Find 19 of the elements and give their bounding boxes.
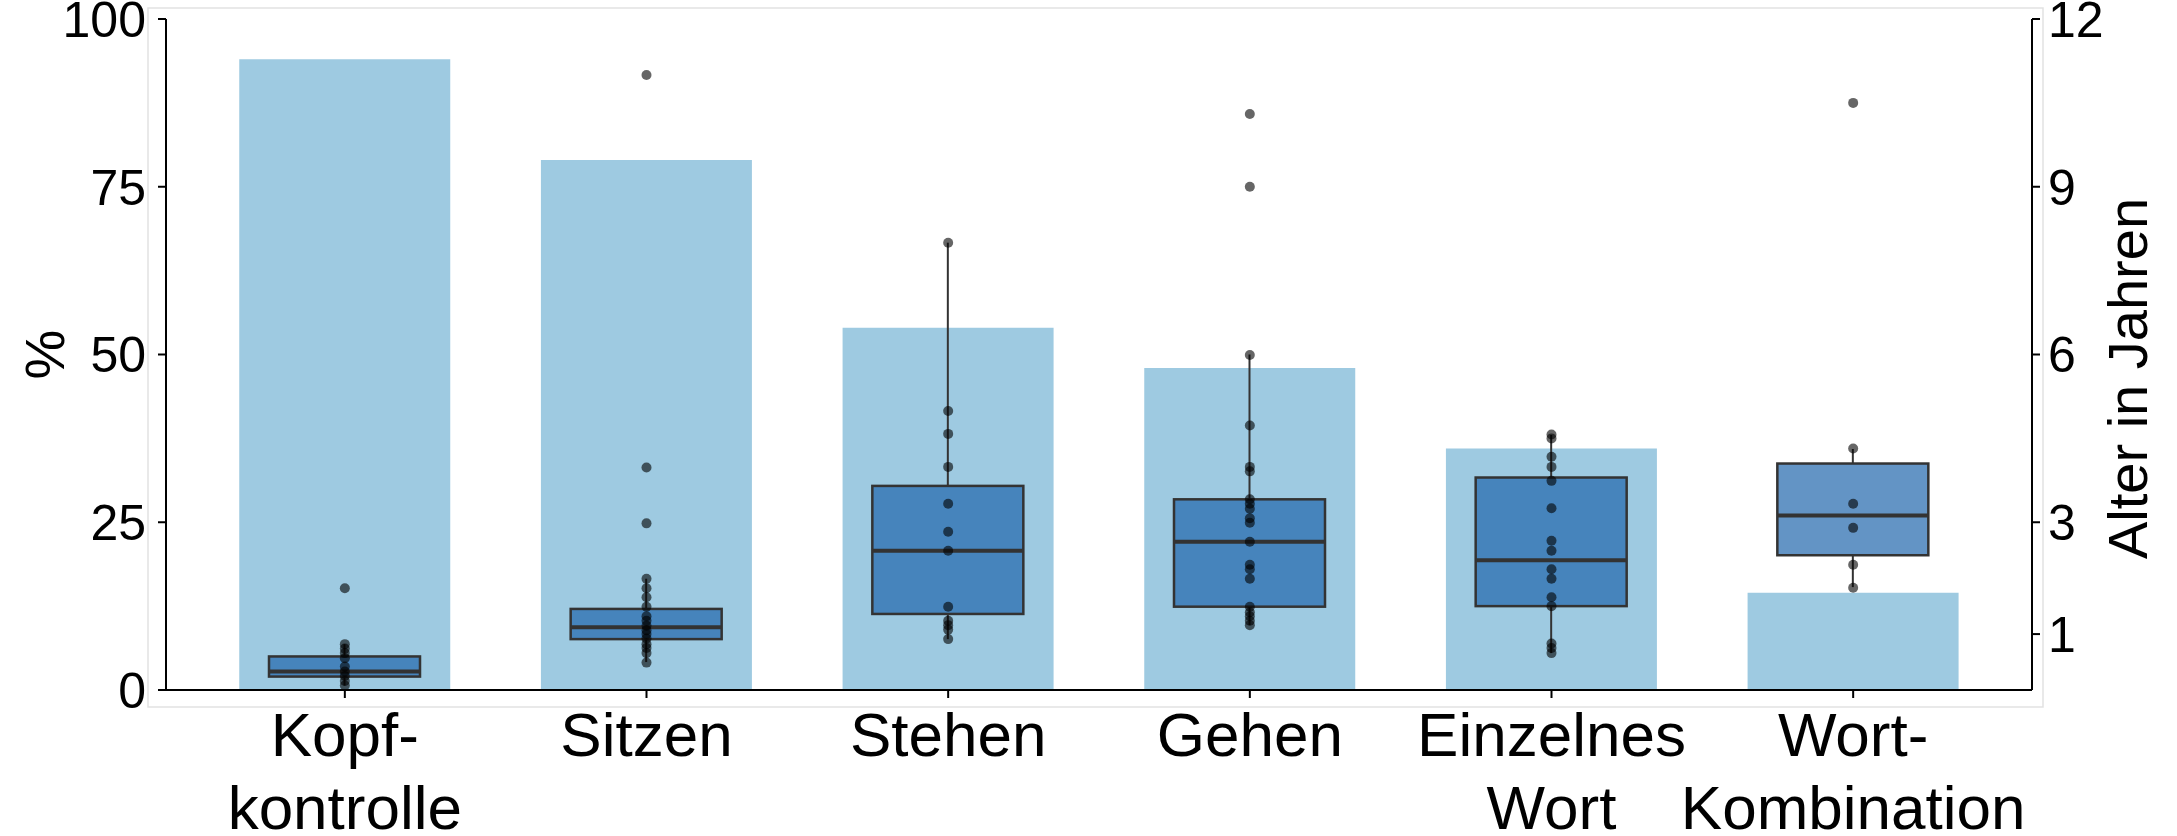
y2-tick-label: 6 (2048, 327, 2076, 384)
y2-tick-label: 3 (2048, 495, 2076, 551)
bar (540, 159, 752, 690)
bar (1747, 592, 1959, 690)
y-tick-label: 50 (90, 327, 146, 384)
bar (239, 59, 451, 690)
x-tick-label: Kopf- kontrolle (227, 699, 463, 836)
y2-tick-label: 12 (2048, 0, 2104, 48)
y-tick-label: 75 (90, 159, 146, 216)
x-tick-label: Sitzen (560, 699, 733, 769)
y-axis-title: % (12, 329, 76, 380)
x-tick-label: Gehen (1156, 699, 1343, 769)
y2-tick-label: 1 (2048, 606, 2076, 663)
y-tick-label: 0 (118, 662, 146, 719)
y2-axis-title: Alter in Jahren (2095, 197, 2159, 560)
y-tick-label: 100 (62, 0, 146, 48)
y2-tick-label: 9 (2048, 159, 2076, 216)
x-tick-label: Stehen (849, 699, 1047, 769)
y-tick-label: 25 (90, 495, 146, 551)
